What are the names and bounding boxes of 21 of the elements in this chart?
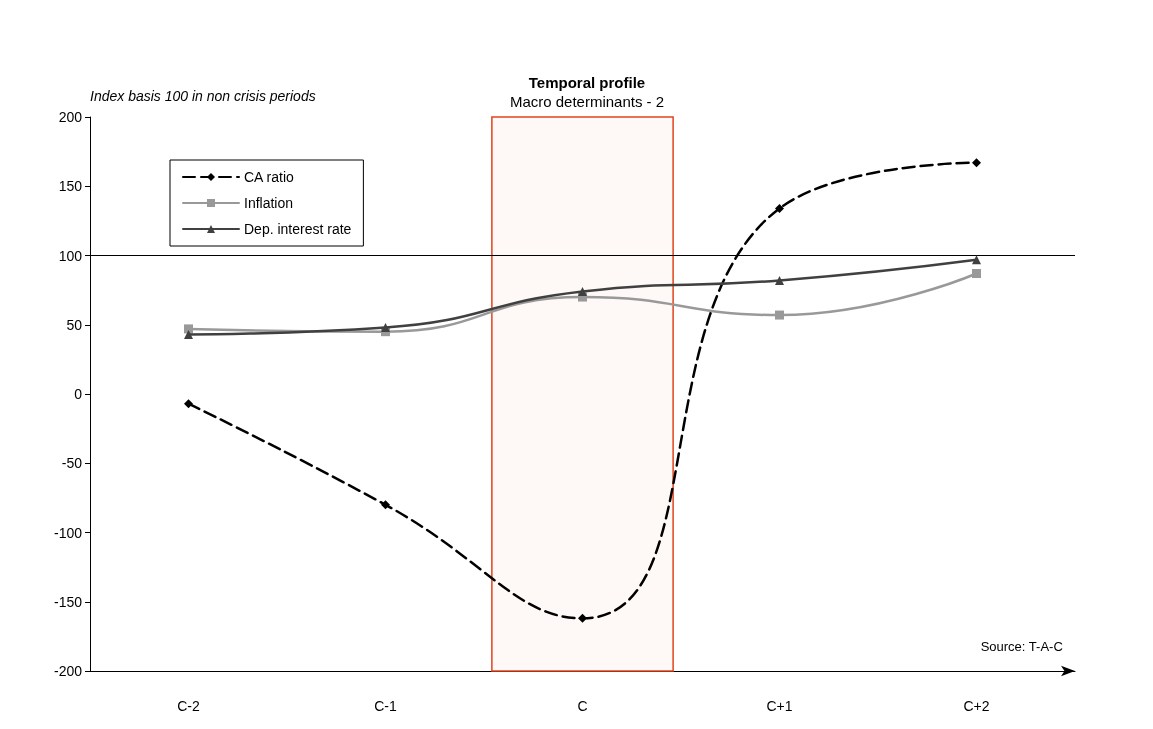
legend-label: Dep. interest rate — [244, 221, 352, 237]
y-tick-label: -50 — [61, 455, 83, 472]
x-tick-label: C+2 — [963, 698, 990, 714]
chart-title: Temporal profile — [528, 74, 646, 91]
y-tick-label: 0 — [74, 386, 83, 402]
legend-label: Inflation — [244, 195, 294, 211]
y-tick-label: -100 — [53, 524, 83, 541]
y-tick-label: 100 — [58, 247, 83, 264]
y-axis-title: Index basis 100 in non crisis periods — [90, 88, 316, 104]
y-tick-label: -150 — [53, 593, 83, 610]
x-tick-label: C-2 — [177, 698, 200, 714]
y-tick-label: 50 — [66, 316, 83, 333]
x-tick-label: C — [577, 698, 588, 714]
y-tick-label: 150 — [58, 178, 83, 195]
x-tick-label: C+1 — [766, 698, 793, 714]
annotation: Source: T-A-C — [980, 639, 1063, 654]
y-tick-label: 200 — [58, 109, 83, 125]
x-tick-label: C-1 — [374, 698, 397, 714]
chart-subtitle: Macro determinants - 2 — [509, 93, 665, 110]
y-tick-label: -200 — [53, 663, 83, 679]
legend-label: CA ratio — [244, 169, 295, 185]
